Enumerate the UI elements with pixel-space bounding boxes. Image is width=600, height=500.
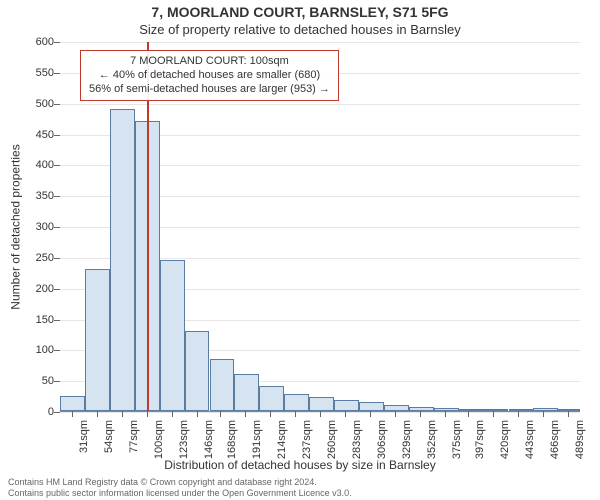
x-tick [345, 411, 346, 417]
x-tick [72, 411, 73, 417]
histogram-bar [359, 402, 384, 411]
x-tick [445, 411, 446, 417]
x-tick [468, 411, 469, 417]
gridline [60, 104, 580, 105]
chart-container: 7, MOORLAND COURT, BARNSLEY, S71 5FG Siz… [0, 0, 600, 500]
x-tick [518, 411, 519, 417]
y-tick [54, 165, 60, 166]
y-tick-label: 100 [14, 344, 54, 356]
y-tick-label: 400 [14, 159, 54, 171]
y-tick [54, 381, 60, 382]
y-tick [54, 227, 60, 228]
y-tick [54, 73, 60, 74]
x-tick [245, 411, 246, 417]
histogram-bar [210, 359, 235, 411]
x-tick [97, 411, 98, 417]
footer-attribution: Contains HM Land Registry data © Crown c… [8, 477, 352, 498]
histogram-bar [259, 386, 284, 411]
y-tick [54, 320, 60, 321]
y-tick [54, 42, 60, 43]
x-tick [568, 411, 569, 417]
histogram-bar [334, 400, 359, 411]
histogram-bar [185, 331, 210, 411]
x-tick [122, 411, 123, 417]
y-tick [54, 258, 60, 259]
histogram-bar [484, 409, 509, 411]
x-tick [543, 411, 544, 417]
y-tick-label: 600 [14, 36, 54, 48]
y-tick-label: 50 [14, 375, 54, 387]
annotation-line2: ← 40% of detached houses are smaller (68… [89, 69, 330, 83]
x-tick [420, 411, 421, 417]
x-tick [493, 411, 494, 417]
histogram-bar [284, 394, 309, 411]
y-tick-label: 500 [14, 98, 54, 110]
x-tick [220, 411, 221, 417]
gridline [60, 42, 580, 43]
histogram-bar [384, 405, 409, 411]
x-tick [147, 411, 148, 417]
y-tick [54, 104, 60, 105]
y-tick-label: 200 [14, 283, 54, 295]
histogram-bar [459, 409, 484, 411]
x-tick [172, 411, 173, 417]
x-axis-label: Distribution of detached houses by size … [0, 458, 600, 472]
chart-subtitle: Size of property relative to detached ho… [0, 22, 600, 37]
y-tick [54, 412, 60, 413]
histogram-bar [533, 408, 558, 411]
y-tick [54, 135, 60, 136]
y-tick-label: 150 [14, 314, 54, 326]
x-tick [295, 411, 296, 417]
histogram-bar [234, 374, 259, 411]
histogram-bar [110, 109, 135, 411]
histogram-bar [558, 409, 580, 411]
y-tick-label: 0 [14, 406, 54, 418]
y-tick [54, 350, 60, 351]
y-tick [54, 196, 60, 197]
histogram-bar [60, 396, 85, 411]
histogram-bar [434, 408, 459, 411]
x-tick [197, 411, 198, 417]
x-tick [395, 411, 396, 417]
histogram-bar [409, 407, 434, 411]
y-tick-label: 300 [14, 221, 54, 233]
y-tick-label: 250 [14, 252, 54, 264]
annotation-line1: 7 MOORLAND COURT: 100sqm [89, 55, 330, 69]
histogram-bar [160, 260, 185, 411]
footer-line2: Contains public sector information licen… [8, 488, 352, 498]
histogram-bar [309, 397, 334, 411]
chart-title: 7, MOORLAND COURT, BARNSLEY, S71 5FG [0, 4, 600, 20]
y-tick-label: 450 [14, 129, 54, 141]
y-tick-label: 550 [14, 67, 54, 79]
footer-line1: Contains HM Land Registry data © Crown c… [8, 477, 352, 487]
y-tick-label: 350 [14, 190, 54, 202]
histogram-bar [85, 269, 110, 411]
x-tick [270, 411, 271, 417]
x-tick [320, 411, 321, 417]
plot-area: 05010015020025030035040045050055060031sq… [60, 42, 580, 412]
annotation-line3: 56% of semi-detached houses are larger (… [89, 83, 330, 97]
x-tick [370, 411, 371, 417]
annotation-box: 7 MOORLAND COURT: 100sqm← 40% of detache… [80, 50, 339, 101]
y-tick [54, 289, 60, 290]
histogram-bar [509, 409, 534, 411]
